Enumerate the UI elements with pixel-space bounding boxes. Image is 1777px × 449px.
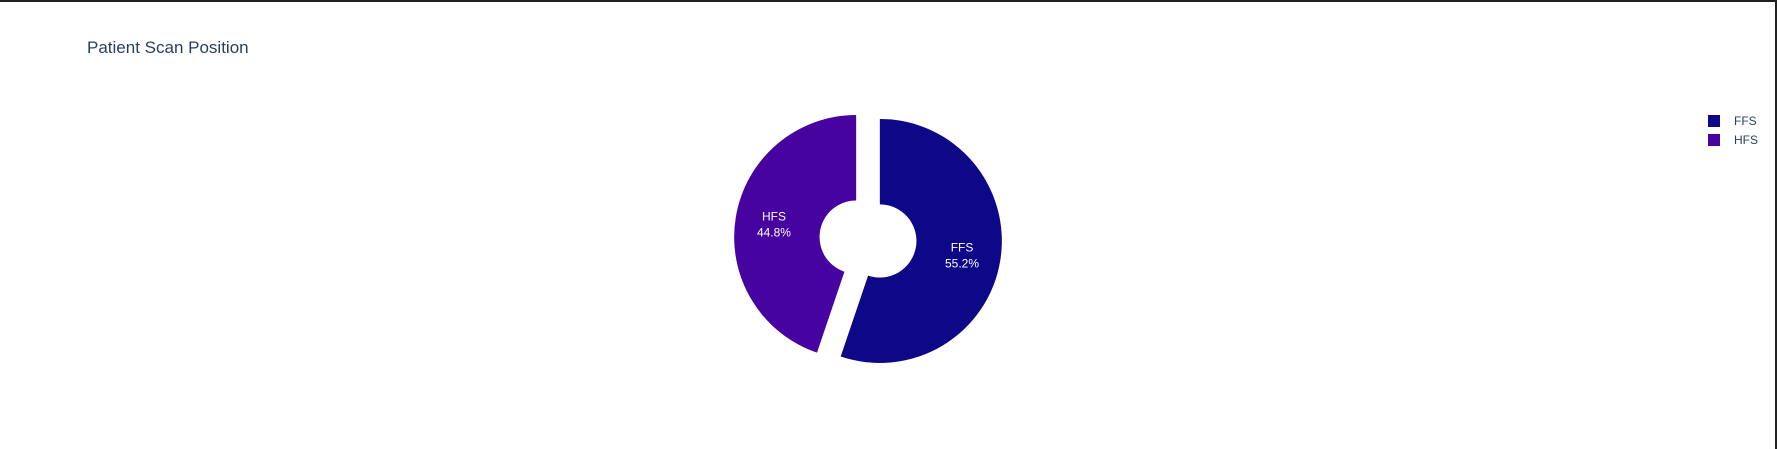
slice-percent-ffs: 55.2%: [945, 256, 979, 270]
slice-percent-hfs: 44.8%: [757, 226, 791, 240]
legend-label-hfs: HFS: [1734, 132, 1758, 147]
legend-swatch-ffs: [1708, 114, 1720, 127]
pie-slice-labels: FFS 55.2% HFS 44.8%: [757, 210, 979, 271]
legend-item-ffs[interactable]: FFS: [1708, 111, 1758, 130]
legend-swatch-hfs: [1708, 133, 1720, 146]
chart-title: Patient Scan Position: [87, 38, 249, 57]
slice-label-hfs: HFS: [762, 210, 786, 224]
pie-slice-hfs[interactable]: [734, 115, 857, 353]
pie-slices: [734, 115, 1002, 363]
legend-label-ffs: FFS: [1734, 113, 1757, 128]
pie-slice-ffs[interactable]: [840, 118, 1002, 363]
slice-label-ffs: FFS: [951, 240, 974, 254]
legend-item-hfs[interactable]: HFS: [1708, 130, 1758, 149]
legend: FFS HFS: [1708, 111, 1758, 149]
